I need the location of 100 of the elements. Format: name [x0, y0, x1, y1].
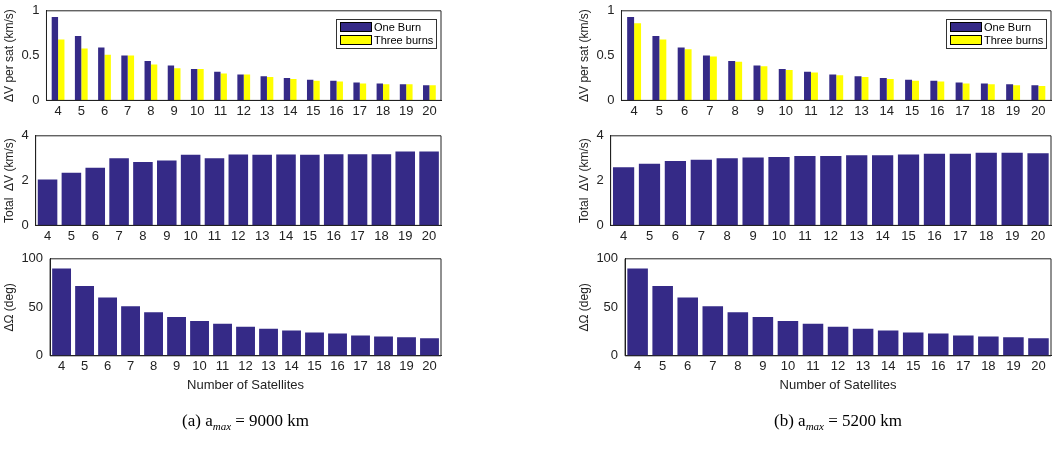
bar — [923, 153, 946, 226]
x-tick-label: 12 — [830, 358, 846, 374]
x-tick-label: 16 — [330, 358, 345, 374]
bar — [58, 39, 65, 101]
bar — [949, 153, 971, 226]
bar — [204, 158, 225, 226]
bar — [612, 167, 635, 226]
x-tick-label: 20 — [1031, 358, 1046, 374]
x-tick-label: 17 — [350, 227, 365, 243]
bar — [980, 83, 988, 101]
x-tick-label: 17 — [352, 102, 368, 118]
x-tick-label: 14 — [879, 102, 894, 118]
bar — [374, 336, 393, 356]
x-tick-label: 20 — [1031, 102, 1046, 118]
x-tick-label: 10 — [192, 358, 207, 374]
bar — [846, 155, 868, 226]
x-tick-label: 17 — [955, 102, 970, 118]
bar — [190, 320, 209, 356]
x-tick-label: 15 — [302, 227, 318, 243]
x-tick-label: 8 — [734, 358, 742, 374]
x-tick-label: 13 — [261, 358, 276, 374]
bar — [406, 84, 413, 101]
x-tick-label: 17 — [953, 227, 968, 243]
x-tick-label: 19 — [1005, 102, 1021, 118]
bar — [836, 75, 844, 101]
y-axis-title: ΔΩ (deg) — [576, 283, 591, 332]
bar — [778, 69, 786, 101]
x-tick-label: 18 — [376, 358, 391, 374]
bar — [144, 312, 163, 356]
x-tick-label: 11 — [215, 358, 230, 374]
bar — [283, 78, 291, 101]
y-tick-label: 2 — [21, 172, 29, 188]
bar — [98, 297, 118, 356]
x-tick-label: 13 — [855, 358, 871, 374]
bar — [634, 23, 642, 101]
bar — [829, 74, 837, 101]
bar — [777, 320, 799, 356]
x-tick-label: 5 — [67, 227, 76, 243]
x-tick-label: 16 — [927, 227, 942, 243]
x-tick-label: 12 — [238, 358, 253, 374]
bar — [98, 47, 105, 101]
legend-label: Three burns — [373, 33, 434, 47]
x-tick-label: 4 — [630, 102, 638, 118]
x-tick-label: 13 — [849, 227, 864, 243]
x-tick-label: 7 — [126, 358, 135, 374]
x-tick-label: 8 — [149, 358, 158, 374]
bar — [742, 157, 764, 226]
x-tick-label: 5 — [659, 358, 667, 374]
x-tick-label: 17 — [956, 358, 971, 374]
bar — [820, 155, 842, 226]
bar — [802, 323, 824, 356]
x-tick-label: 11 — [213, 102, 228, 118]
bar — [638, 163, 661, 226]
x-tick-label: 5 — [77, 102, 85, 118]
bar — [397, 337, 416, 356]
x-tick-label: 11 — [207, 227, 222, 243]
bar — [760, 66, 768, 101]
x-tick-label: 7 — [124, 102, 132, 118]
bar — [282, 330, 301, 356]
bar — [987, 84, 995, 101]
x-tick-label: 13 — [259, 102, 275, 118]
bar — [399, 84, 407, 101]
y-tick-label: 0 — [21, 216, 29, 232]
bar — [727, 312, 749, 356]
y-tick-label: 100 — [21, 250, 44, 266]
x-tick-label: 12 — [823, 227, 839, 243]
bar — [702, 306, 724, 356]
x-tick-label: 10 — [778, 102, 793, 118]
bar — [955, 82, 963, 101]
bar — [690, 159, 712, 226]
y-tick-label: 0 — [607, 91, 615, 107]
bar — [953, 335, 974, 356]
x-tick-label: 18 — [981, 358, 996, 374]
bar — [1003, 337, 1024, 356]
x-axis-title: Number of Satellites — [779, 376, 898, 392]
bar — [52, 268, 72, 356]
x-tick-label: 19 — [399, 358, 414, 374]
bar — [121, 306, 140, 356]
x-tick-label: 19 — [398, 102, 414, 118]
text: (a) a$_{max}$ = 9000 km — [182, 411, 310, 433]
bar — [74, 35, 82, 101]
x-tick-label: 5 — [645, 227, 654, 243]
bar — [1001, 152, 1023, 226]
bar — [1038, 86, 1046, 101]
bar — [827, 326, 849, 356]
bar — [419, 151, 439, 226]
bar — [429, 85, 436, 101]
x-tick-label: 5 — [655, 102, 663, 118]
bar — [716, 158, 738, 226]
y-axis-title: Total ΔV (km/s) — [576, 138, 591, 223]
y-tick-label: 0 — [610, 347, 619, 363]
x-tick-label: 14 — [278, 227, 294, 243]
y-tick-label: 0 — [596, 216, 604, 232]
y-tick-label: 4 — [21, 127, 29, 143]
y-tick-label: 50 — [28, 298, 44, 314]
bar — [190, 69, 198, 101]
bar — [753, 65, 761, 101]
x-tick-label: 9 — [163, 227, 171, 243]
y-tick-label: 0 — [35, 347, 44, 363]
bar — [927, 333, 949, 356]
